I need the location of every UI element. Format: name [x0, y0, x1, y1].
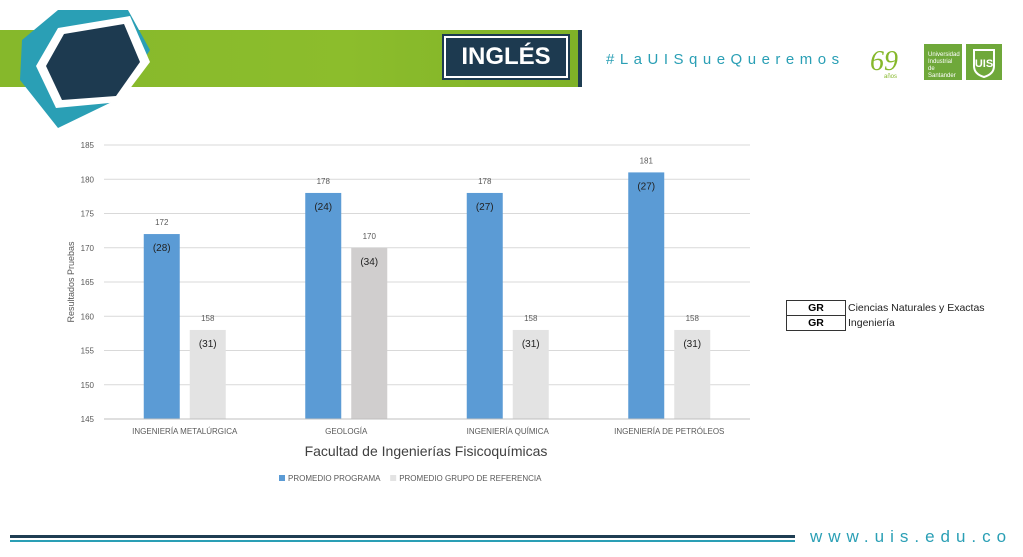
data-label: 172 [155, 218, 169, 227]
reference-label: Ciencias Naturales y Exactas [848, 302, 985, 314]
data-label: 181 [640, 156, 654, 165]
footer-line [10, 535, 795, 538]
y-tick-label: 170 [81, 244, 95, 253]
hashtag-text: #LaUISqueQueremos [606, 51, 845, 68]
uis-logo: Universidad Industrial de Santander UIS [924, 44, 1004, 80]
bar [143, 234, 180, 419]
y-axis-label: Resultados Pruebas [66, 241, 76, 323]
bar [305, 192, 342, 419]
data-label: 178 [478, 177, 492, 186]
footer-url: www.uis.edu.co [810, 527, 1013, 546]
subject-title: INGLÉS [442, 34, 570, 80]
bar-chart: 145 150 155 160 165 170 175 180 185 Resultados Pr… [66, 141, 750, 483]
y-tick-label: 185 [81, 141, 95, 150]
reference-label: Ingeniería [848, 317, 895, 329]
y-tick-label: 160 [81, 312, 95, 321]
reference-row-ciencias: GR Ciencias Naturales y Exactas [786, 300, 986, 316]
bar-annotation: (31) [522, 339, 540, 350]
legend-item: PROMEDIO GRUPO DE REFERENCIA [399, 474, 542, 483]
reference-tag: GR [786, 300, 846, 316]
y-tick-label: 180 [81, 175, 95, 184]
bar [351, 247, 388, 419]
category-label: INGENIERÍA DE PETRÓLEOS [614, 427, 724, 436]
y-tick-label: 145 [81, 415, 95, 424]
reference-group-legend: GR Ciencias Naturales y Exactas GR Ingen… [786, 300, 986, 331]
bar-annotation: (31) [683, 339, 701, 350]
data-label: 178 [317, 177, 331, 186]
bar-annotation: (27) [476, 202, 494, 213]
svg-text:UIS: UIS [975, 58, 993, 70]
legend-swatch [390, 475, 397, 481]
bar-annotation: (27) [637, 181, 655, 192]
uis-logo-text: Universidad Industrial de Santander [924, 44, 962, 80]
bar-annotation: (24) [314, 202, 332, 213]
category-label: INGENIERÍA METALÚRGICA [132, 427, 238, 436]
bar [189, 329, 226, 419]
bar [512, 329, 549, 419]
data-label: 158 [524, 314, 538, 323]
uis-shield-icon: UIS [966, 44, 1002, 80]
reference-tag: GR [786, 315, 846, 331]
reference-row-ingenieria: GR Ingeniería [786, 315, 986, 331]
bar [466, 192, 503, 419]
bar [674, 329, 711, 419]
bar [628, 172, 665, 419]
data-label: 170 [363, 232, 377, 241]
header-divider [578, 30, 582, 87]
y-tick-label: 155 [81, 347, 95, 356]
bar-annotation: (34) [360, 257, 378, 268]
svg-text:69: 69 [870, 46, 898, 77]
legend-item: PROMEDIO PROGRAMA [288, 474, 381, 483]
data-label: 158 [686, 314, 700, 323]
x-axis-label: Facultad de Ingenierías Fisicoquímicas [305, 443, 548, 459]
category-label: GEOLOGÍA [325, 427, 368, 436]
footer-line-accent [10, 540, 795, 542]
bar-annotation: (31) [199, 339, 217, 350]
data-label: 158 [201, 314, 215, 323]
anniversary-logo: 69 años [870, 46, 898, 80]
bar-annotation: (28) [153, 243, 171, 254]
y-tick-label: 175 [81, 210, 95, 219]
category-label: INGENIERÍA QUÍMICA [467, 427, 550, 436]
y-tick-label: 165 [81, 278, 95, 287]
legend-swatch [279, 475, 285, 481]
svg-text:años: años [884, 74, 897, 80]
header-hexagon-decoration [20, 10, 150, 128]
y-tick-label: 150 [81, 381, 95, 390]
